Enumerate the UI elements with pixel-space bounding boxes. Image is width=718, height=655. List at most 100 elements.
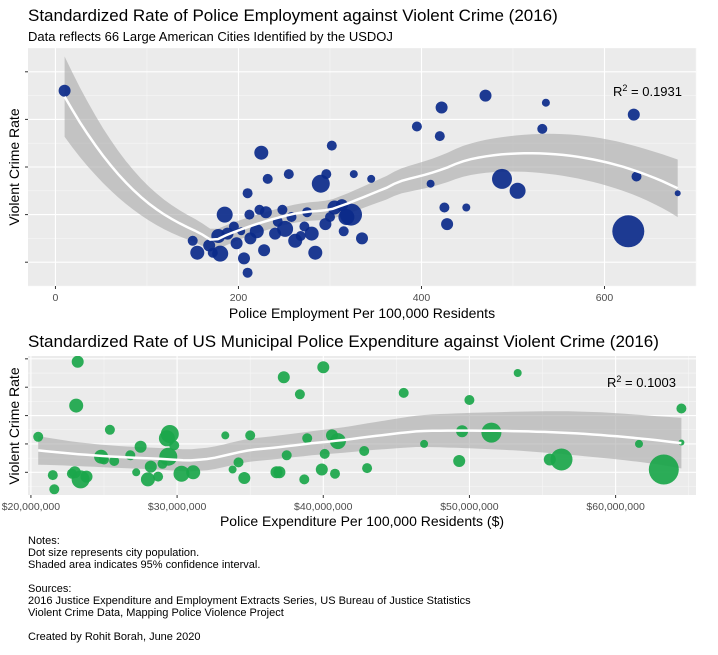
data-point <box>420 439 429 448</box>
x-tick-label: $60,000,000 <box>586 501 645 513</box>
data-point <box>228 465 237 474</box>
data-point <box>453 455 466 467</box>
chart1-r2-annotation: R2 = 0.1931 <box>613 83 682 99</box>
data-point <box>330 468 340 479</box>
data-point <box>212 245 229 262</box>
data-point <box>362 463 373 474</box>
data-point <box>441 218 454 231</box>
data-point <box>541 98 550 107</box>
chart1-x-tick-marks <box>54 286 605 289</box>
chart1-y-tick-marks <box>25 71 28 263</box>
data-point <box>230 237 243 250</box>
x-tick-label: 400 <box>413 292 431 304</box>
data-point <box>186 465 201 480</box>
data-point <box>308 245 323 260</box>
data-point <box>238 252 250 265</box>
data-point <box>367 174 376 183</box>
chart1-x-axis-title: Police Employment Per 100,000 Residents <box>229 305 495 321</box>
data-point <box>104 424 115 435</box>
x-tick-label: 600 <box>596 292 614 304</box>
data-point <box>190 245 205 260</box>
data-point <box>315 463 328 476</box>
chart1-y-axis-title: Violent Crime Rate <box>6 108 22 225</box>
chart1-points <box>58 84 681 278</box>
data-point <box>356 232 368 245</box>
data-point <box>513 369 522 377</box>
chart1-trend-line <box>63 95 679 241</box>
x-tick-label: $50,000,000 <box>440 501 499 513</box>
data-point <box>462 203 471 212</box>
data-point <box>304 226 319 241</box>
data-point <box>33 431 44 442</box>
data-point <box>439 202 450 213</box>
data-point <box>238 472 251 484</box>
credit-line: Created by Rohit Borah, June 2020 <box>28 631 201 643</box>
data-point <box>277 220 294 237</box>
data-point <box>277 204 288 215</box>
data-point <box>233 457 244 468</box>
data-point <box>153 471 164 482</box>
data-point <box>537 123 548 134</box>
data-point <box>311 174 330 193</box>
data-point <box>134 440 147 453</box>
data-point <box>359 446 370 456</box>
data-point <box>349 170 358 179</box>
data-point <box>426 179 435 188</box>
data-point <box>299 474 310 485</box>
data-point <box>132 468 141 477</box>
data-point <box>58 84 71 97</box>
data-point <box>221 431 230 440</box>
chart1-title: Standardized Rate of Police Employment a… <box>28 6 558 25</box>
chart1-x-tick-labels: 0 200 400 600 <box>53 292 614 304</box>
notes-heading: Notes: <box>28 535 60 547</box>
chart1-subtitle: Data reflects 66 Large American Cities I… <box>28 29 393 44</box>
data-point <box>159 447 178 466</box>
data-point <box>144 460 157 473</box>
data-point <box>216 206 233 223</box>
data-point <box>411 121 422 132</box>
x-tick-label: $40,000,000 <box>294 501 353 513</box>
x-tick-label: $30,000,000 <box>148 501 207 513</box>
data-point <box>277 371 290 384</box>
chart2-x-tick-labels: $20,000,000 $30,000,000 $40,000,000 $50,000… <box>2 501 645 513</box>
data-point <box>612 215 645 248</box>
data-point <box>550 448 573 471</box>
data-point <box>244 209 255 220</box>
data-point <box>273 466 286 479</box>
source-bjs: 2016 Justice Expenditure and Employment … <box>28 595 471 607</box>
data-point <box>258 244 271 257</box>
data-point <box>242 188 253 199</box>
data-point <box>259 206 272 219</box>
notes-block: Notes: Dot size represents city populati… <box>28 535 471 643</box>
x-tick-label: 200 <box>230 292 248 304</box>
data-point <box>302 433 313 444</box>
data-point <box>631 171 642 182</box>
data-point <box>479 89 492 102</box>
data-point <box>340 203 362 226</box>
chart2-y-tick-marks <box>25 358 28 473</box>
data-point <box>321 169 332 180</box>
data-point <box>294 389 305 400</box>
data-point <box>435 101 448 114</box>
x-tick-label: 0 <box>53 292 59 304</box>
data-point <box>635 439 643 448</box>
data-point <box>317 361 330 374</box>
chart2-x-axis-title: Police Expenditure Per 100,000 Residents… <box>220 513 504 529</box>
data-point <box>648 454 679 485</box>
chart1-scatter-plot: 0 200 400 600 R2 = 0.1931 Police Employment… <box>6 48 697 321</box>
data-point <box>140 472 155 487</box>
chart2-trend-line <box>38 429 682 462</box>
x-tick-label: $20,000,000 <box>2 501 61 513</box>
data-point <box>249 224 264 239</box>
chart2-scatter-plot: $20,000,000 $30,000,000 $40,000,000 $50,000… <box>2 356 696 529</box>
data-point <box>338 226 349 237</box>
source-mpv: Violent Crime Data, Mapping Police Viole… <box>28 607 284 619</box>
data-point <box>398 387 409 398</box>
data-point <box>80 470 93 483</box>
chart2-title: Standardized Rate of US Municipal Police… <box>28 332 659 351</box>
data-point <box>676 403 687 414</box>
data-point <box>169 440 180 451</box>
notes-line-dot-size: Dot size represents city population. <box>28 547 200 559</box>
data-point <box>109 456 120 466</box>
data-point <box>71 356 84 368</box>
